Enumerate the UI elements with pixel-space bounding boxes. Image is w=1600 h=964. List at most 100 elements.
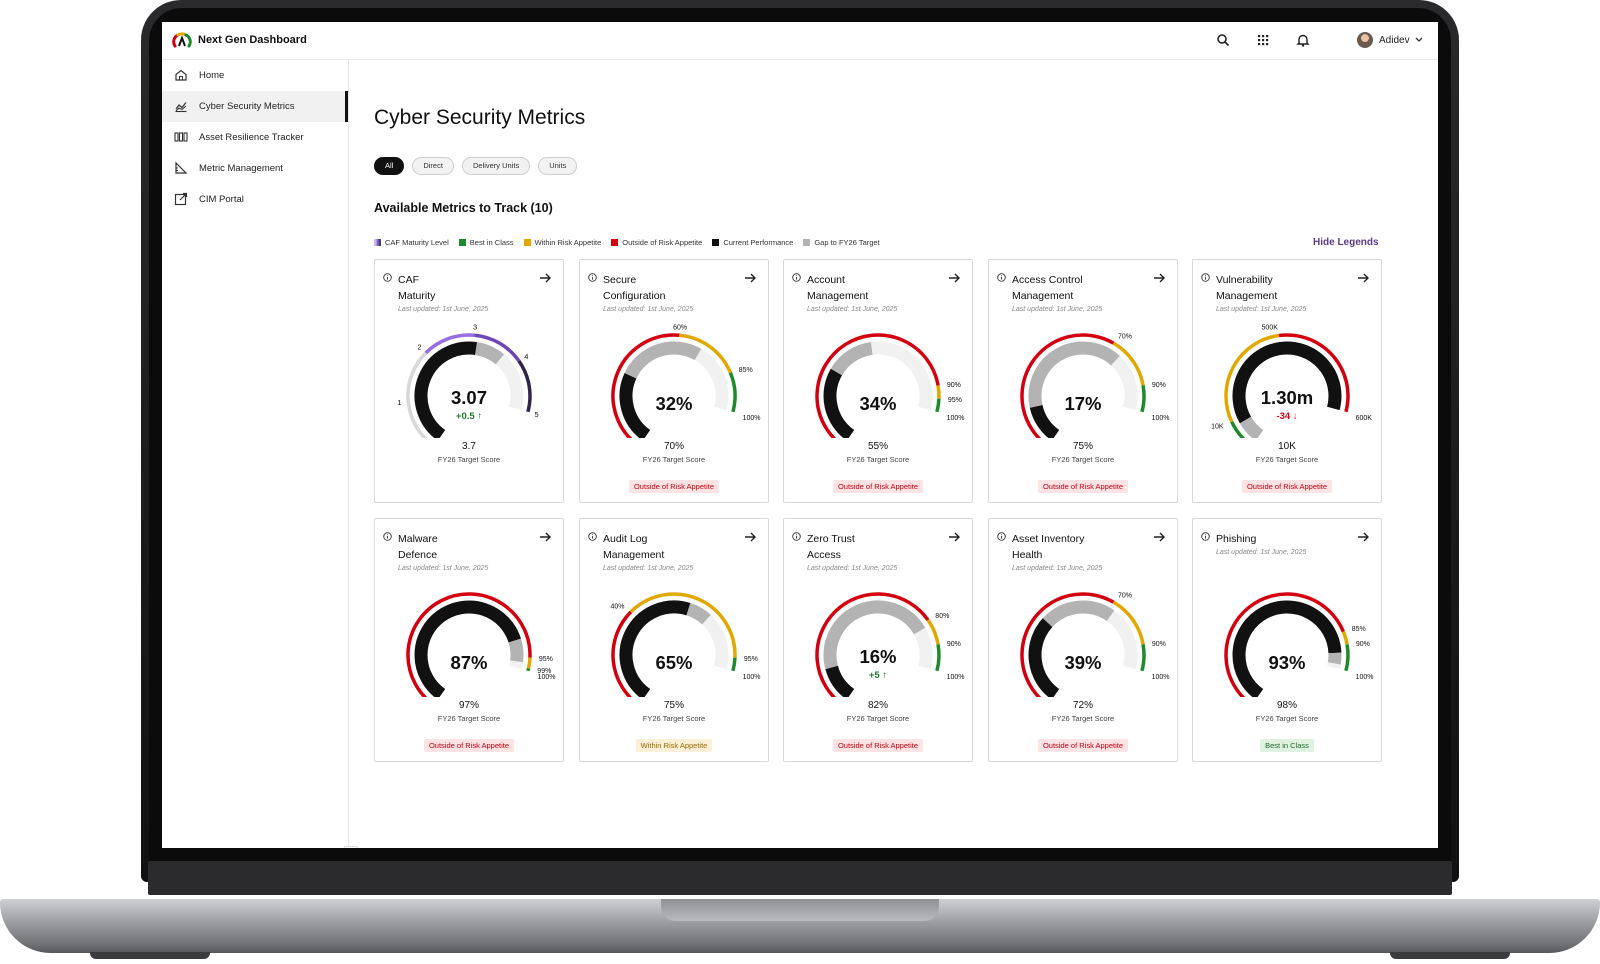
sidebar-item-home[interactable]: Home — [162, 60, 348, 91]
laptop-foot-right — [1390, 952, 1510, 959]
risk-band-arc — [815, 333, 940, 438]
risk-band-arc — [679, 333, 732, 374]
apps-grid-icon[interactable] — [1255, 32, 1271, 48]
legend-item: CAF Maturity Level — [374, 238, 449, 247]
info-icon[interactable] — [792, 273, 801, 282]
info-icon[interactable] — [997, 273, 1006, 282]
arrow-right-icon[interactable] — [743, 530, 757, 544]
metric-title-line: Health — [1012, 549, 1043, 561]
info-icon[interactable] — [1201, 273, 1210, 282]
arrow-right-icon[interactable] — [1152, 530, 1166, 544]
app-screen: Next Gen Dashboard Adidev Home Cyber Sec… — [162, 22, 1438, 848]
filter-chip-delivery-units[interactable]: Delivery Units — [461, 157, 531, 175]
metric-card[interactable]: Malware Defence Last updated: 1st June, 20… — [374, 518, 564, 762]
gauge-chart: 0%60%85%100% — [611, 324, 761, 438]
arrow-right-icon[interactable] — [1356, 530, 1370, 544]
filter-chip-units[interactable]: Units — [538, 157, 578, 175]
gauge-tick-label: 90% — [1152, 382, 1166, 389]
target-score-label: FY26 Target Score — [642, 455, 706, 464]
gap-to-target-arc — [1042, 600, 1115, 628]
current-performance-arc — [414, 600, 521, 697]
user-avatar[interactable] — [1357, 32, 1373, 48]
arrow-right-icon[interactable] — [1152, 271, 1166, 285]
current-performance-arc — [823, 368, 855, 438]
arrow-right-icon[interactable] — [538, 271, 552, 285]
app-logo-icon[interactable] — [172, 31, 192, 51]
risk-band-arc — [935, 398, 941, 413]
notification-bell-icon[interactable] — [1295, 32, 1311, 48]
metric-title: Access Control Management — [1012, 272, 1132, 304]
arrow-right-icon[interactable] — [947, 271, 961, 285]
chart-icon — [175, 102, 187, 113]
info-icon[interactable] — [383, 532, 392, 541]
info-icon[interactable] — [383, 273, 392, 282]
metric-title: Phishing — [1216, 531, 1336, 547]
collapse-sidebar-icon[interactable] — [344, 846, 358, 848]
gauge-tick-label: 40% — [610, 604, 624, 611]
metric-title: Zero Trust Access — [807, 531, 927, 563]
arrow-right-icon[interactable] — [743, 271, 757, 285]
chevron-down-icon[interactable] — [1414, 34, 1424, 44]
gauge-tick-label: 90% — [947, 382, 961, 389]
metric-card[interactable]: Vulnerability Management Last updated: 1st… — [1192, 259, 1382, 503]
sidebar-item-asset-resilience-tracker[interactable]: Asset Resilience Tracker — [162, 122, 348, 153]
target-score-value: 72% — [1072, 700, 1093, 711]
arrow-right-icon[interactable] — [1356, 271, 1370, 285]
info-icon[interactable] — [997, 532, 1006, 541]
filter-chip-direct[interactable]: Direct — [412, 157, 454, 175]
metric-card[interactable]: Asset Inventory Health Last updated: 1st J… — [988, 518, 1178, 762]
gauge-tick-label: 85% — [739, 367, 753, 374]
gauge-tick-label: 100% — [947, 415, 965, 422]
external-link-icon — [174, 192, 188, 206]
gauge-tick-label: 80% — [935, 613, 949, 620]
target-score-value: 75% — [1072, 441, 1093, 452]
legend-label: CAF Maturity Level — [385, 238, 449, 247]
metric-title-line: Configuration — [603, 290, 666, 302]
laptop-foot-left — [90, 952, 210, 959]
gap-to-target-arc — [1327, 652, 1342, 665]
hide-legends-link[interactable]: Hide Legends — [1313, 237, 1379, 248]
search-icon[interactable] — [1215, 32, 1231, 48]
gauge-tick-label: 100% — [743, 674, 761, 681]
target-score-label: FY26 Target Score — [1051, 455, 1115, 464]
info-icon[interactable] — [588, 273, 597, 282]
legend-label: Current Performance — [723, 238, 794, 247]
metric-card[interactable]: Secure Configuration Last updated: 1st Jun… — [579, 259, 769, 503]
gauge-tick-label: 90% — [1356, 641, 1370, 648]
metric-card[interactable]: Access Control Management Last updated: 1s… — [988, 259, 1178, 503]
current-performance-arc — [1232, 600, 1342, 697]
gauge-tick-label: 90% — [947, 641, 961, 648]
status-badge-wrap: Best in Class — [1193, 735, 1381, 753]
current-performance-arc — [1232, 341, 1342, 424]
info-icon[interactable] — [792, 532, 801, 541]
risk-band-arc — [1020, 333, 1115, 438]
risk-band-arc — [728, 371, 737, 413]
legend-label: Best in Class — [469, 238, 514, 247]
metric-card[interactable]: Audit Log Management Last updated: 1st Jun… — [579, 518, 769, 762]
info-icon[interactable] — [588, 532, 597, 541]
status-badge: Best in Class — [1260, 739, 1314, 752]
user-name[interactable]: Adidev — [1379, 35, 1410, 46]
sidebar-item-cyber-security-metrics[interactable]: Cyber Security Metrics — [162, 91, 348, 122]
gauge-value: 93% — [1268, 652, 1306, 673]
sidebar-item-cim-portal[interactable]: CIM Portal — [162, 184, 348, 215]
risk-band-arc — [1224, 592, 1345, 697]
sidebar-item-metric-management[interactable]: Metric Management — [162, 153, 348, 184]
metric-card[interactable]: Account Management Last updated: 1st June,… — [783, 259, 973, 503]
laptop-chin — [148, 861, 1452, 895]
gauge-chart: 0%40%95%100% — [610, 592, 761, 697]
status-badge-wrap: Outside of Risk Appetite — [1193, 476, 1381, 494]
info-icon[interactable] — [1201, 532, 1210, 541]
risk-band-arc — [936, 385, 941, 399]
arrow-right-icon[interactable] — [538, 530, 552, 544]
filter-chip-all[interactable]: All — [374, 157, 405, 175]
metric-card[interactable]: Zero Trust Access Last updated: 1st June, … — [783, 518, 973, 762]
gauge-value: 3.07 — [450, 387, 487, 408]
status-badge: Outside of Risk Appetite — [1037, 480, 1129, 493]
legend-label: Outside of Risk Appetite — [622, 238, 703, 247]
laptop-notch — [661, 899, 939, 921]
arrow-right-icon[interactable] — [947, 530, 961, 544]
status-badge: Outside of Risk Appetite — [832, 480, 924, 493]
